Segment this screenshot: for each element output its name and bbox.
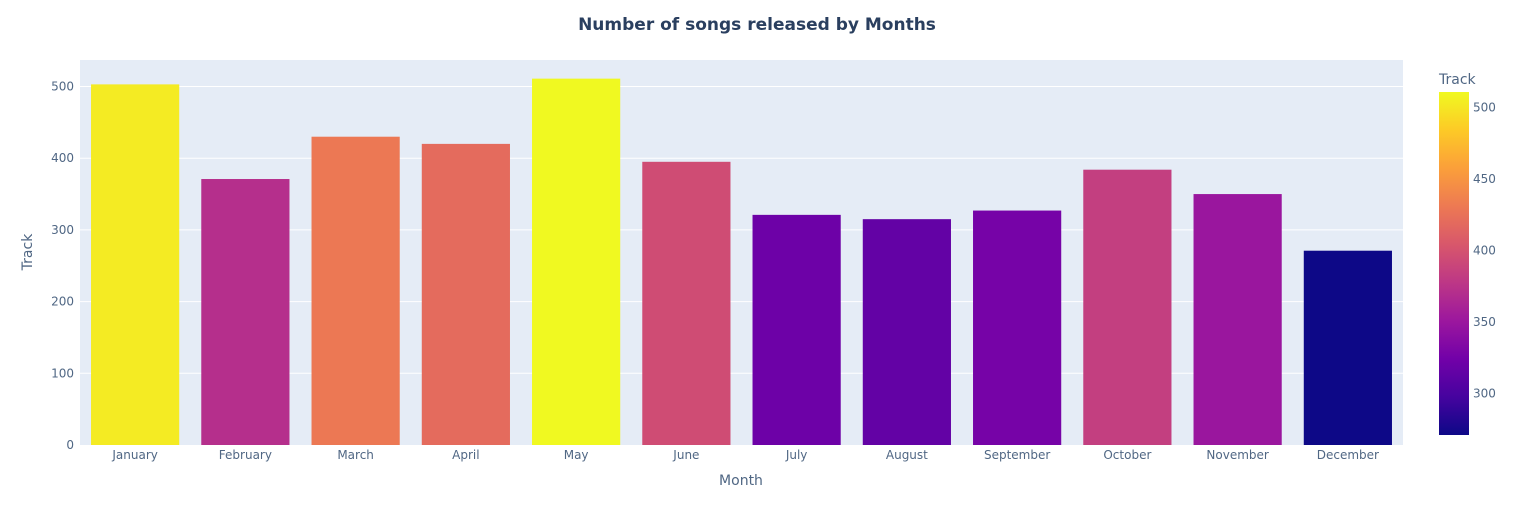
x-tick-labels: January February March April May June July Augu… <box>111 448 1379 462</box>
bar-december <box>1303 250 1392 445</box>
x-axis-title: Month <box>719 473 763 489</box>
x-tick-label: August <box>886 448 928 462</box>
x-tick-label: May <box>564 448 589 462</box>
colorbar-tick-label: 400 <box>1473 244 1496 258</box>
bar-june <box>642 161 731 445</box>
gridlines <box>80 86 1403 374</box>
colorbar: Track 300 350 400 450 500 <box>1438 72 1496 435</box>
bar-september <box>973 210 1062 445</box>
x-tick-label: January <box>111 448 158 462</box>
bar-october <box>1083 169 1172 445</box>
y-tick-label: 0 <box>66 438 74 452</box>
y-tick-label: 100 <box>51 366 74 380</box>
colorbar-tick-label: 450 <box>1473 172 1496 186</box>
x-tick-label: July <box>785 448 808 462</box>
x-tick-label: November <box>1206 448 1268 462</box>
x-tick-label: December <box>1317 448 1379 462</box>
plot-area <box>80 60 1403 445</box>
y-tick-label: 500 <box>51 80 74 94</box>
x-tick-label: April <box>452 448 479 462</box>
bar-july <box>752 214 841 445</box>
colorbar-tick-label: 500 <box>1473 101 1496 115</box>
colorbar-tick-labels: 300 350 400 450 500 <box>1473 101 1496 401</box>
y-tick-label: 200 <box>51 295 74 309</box>
bar-january <box>91 84 180 446</box>
colorbar-tick-label: 300 <box>1473 387 1496 401</box>
x-tick-label: February <box>219 448 272 462</box>
bars <box>91 78 1392 446</box>
bar-march <box>311 136 400 445</box>
colorbar-title: Track <box>1438 72 1477 88</box>
bar-august <box>862 219 951 445</box>
y-tick-labels: 0 100 200 300 400 500 <box>51 80 74 452</box>
colorbar-gradient <box>1439 92 1469 435</box>
x-tick-label: October <box>1103 448 1151 462</box>
y-axis-title: Track <box>20 233 36 272</box>
bar-april <box>421 143 510 445</box>
y-tick-label: 300 <box>51 223 74 237</box>
chart-title: Number of songs released by Months <box>578 15 936 35</box>
colorbar-tick-label: 350 <box>1473 315 1496 329</box>
bar-february <box>201 179 290 445</box>
x-tick-label: September <box>984 448 1050 462</box>
bar-november <box>1193 194 1282 445</box>
x-tick-label: June <box>672 448 699 462</box>
x-tick-label: March <box>337 448 374 462</box>
bar-may <box>532 78 621 445</box>
y-tick-label: 400 <box>51 151 74 165</box>
